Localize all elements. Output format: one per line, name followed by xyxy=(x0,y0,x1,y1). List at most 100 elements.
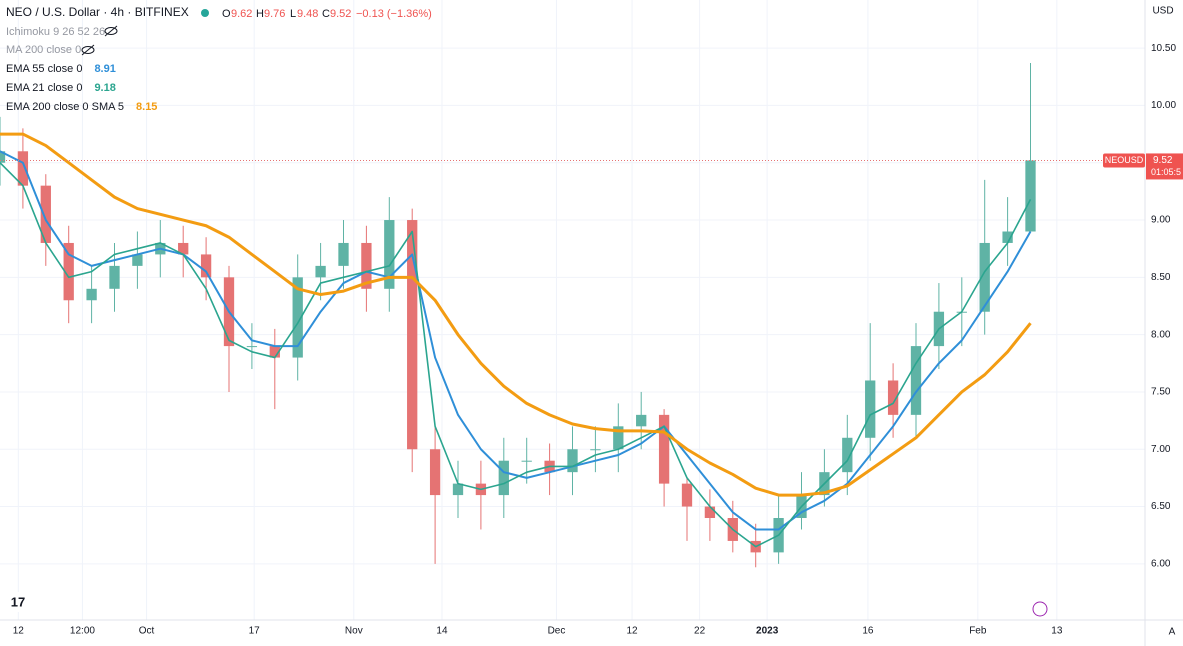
ema-line xyxy=(0,150,1032,531)
y-tick-label: 7.00 xyxy=(1151,444,1171,455)
ohlc-key: O xyxy=(222,8,231,20)
candle-body xyxy=(590,449,601,451)
indicator-name: EMA 200 close 0 SMA 5 xyxy=(6,101,124,113)
symbol-title: NEO / U.S. Dollar · 4h · BITFINEX xyxy=(6,5,189,19)
symbol-tag-label: NEOUSD xyxy=(1105,155,1144,165)
candle-body xyxy=(40,185,51,243)
candle-body xyxy=(658,414,670,484)
x-tick-label: Nov xyxy=(345,626,363,637)
indicator-name: MA 200 close 0 xyxy=(6,44,81,56)
candle-body xyxy=(498,460,509,496)
logo-bg xyxy=(6,592,30,612)
eye-icon xyxy=(81,46,95,54)
candle-body xyxy=(979,242,990,312)
ohlc-value: 9.48 xyxy=(297,8,318,20)
ohlc-value: 9.52 xyxy=(330,8,351,20)
candle-body xyxy=(910,346,922,415)
candle-body xyxy=(292,277,303,358)
price-tag-label: 9.52 xyxy=(1153,155,1173,166)
price-tag xyxy=(1146,153,1183,180)
candle-body xyxy=(1002,231,1013,243)
y-tick-label: 7.50 xyxy=(1151,387,1171,398)
candle-body xyxy=(361,242,372,289)
logo: 17 xyxy=(11,594,25,609)
candle-body xyxy=(0,151,6,163)
indicator-value: 8.15 xyxy=(136,101,157,113)
symbol-tag xyxy=(1103,153,1145,168)
x-tick-label: 17 xyxy=(249,626,261,637)
eye-slash xyxy=(104,25,118,37)
candle-body xyxy=(521,460,532,462)
candle-body xyxy=(704,506,716,519)
y-tick-label: 6.00 xyxy=(1151,558,1171,569)
candle-body xyxy=(384,220,395,289)
candle-body xyxy=(636,414,647,427)
candle-body xyxy=(407,220,418,450)
currency-label: USD xyxy=(1152,6,1173,17)
candle-body xyxy=(865,380,876,438)
legend: NEO / U.S. Dollar · 4h · BITFINEX O 9.62… xyxy=(6,5,432,113)
y-tick-label: 10.50 xyxy=(1151,43,1176,54)
y-tick-label: 6.50 xyxy=(1151,501,1171,512)
ohlc-value: 9.62 xyxy=(231,8,252,20)
candle-body xyxy=(681,483,693,507)
indicator-value: 9.18 xyxy=(94,82,115,94)
indicator-name: EMA 21 close 0 xyxy=(6,82,82,94)
candle-body xyxy=(17,151,29,186)
candle-body xyxy=(109,265,120,289)
indicator-name: EMA 55 close 0 xyxy=(6,63,82,75)
candle-body xyxy=(132,254,143,266)
candle-body xyxy=(63,242,74,301)
candle-body xyxy=(429,449,441,496)
indicator-value: 8.91 xyxy=(94,63,115,75)
candle-body xyxy=(567,449,578,473)
candle-body xyxy=(452,483,464,496)
candle-body xyxy=(842,437,853,473)
indicator-name: Ichimoku 9 26 52 26 xyxy=(6,26,105,38)
x-tick-label: 22 xyxy=(694,626,706,637)
eye-icon xyxy=(104,27,118,35)
candle-body xyxy=(613,426,624,450)
candle-body xyxy=(1025,160,1036,232)
x-tick-label: 14 xyxy=(436,626,448,637)
y-tick-label: 8.00 xyxy=(1151,329,1171,340)
hidden-icon[interactable] xyxy=(81,44,95,56)
candle-body xyxy=(86,288,97,301)
x-tick-label: 2023 xyxy=(756,626,779,637)
countdown-label: 01:05:5 xyxy=(1151,167,1181,177)
candle-body xyxy=(887,380,899,415)
x-tick-label: 16 xyxy=(862,626,874,637)
ohlc-key: C xyxy=(322,8,330,20)
ohlc-value: 9.76 xyxy=(264,8,285,20)
eye-slash xyxy=(81,44,95,56)
x-tick-label: 12:00 xyxy=(70,626,95,637)
candle-body xyxy=(200,254,212,278)
ohlc-key: H xyxy=(256,8,264,20)
y-tick-label: 9.00 xyxy=(1151,215,1171,226)
ema-line xyxy=(0,162,1032,548)
hidden-icon[interactable] xyxy=(104,25,118,37)
grid xyxy=(0,0,1145,620)
candle-body xyxy=(315,265,326,278)
candle-body xyxy=(269,346,280,358)
auto-scale[interactable]: A xyxy=(1169,627,1176,638)
x-tick-label: Feb xyxy=(969,626,987,637)
tv-logo: 17 xyxy=(6,592,30,612)
x-tick-label: 12 xyxy=(626,626,638,637)
ohlc-change: −0.13 (−1.36%) xyxy=(356,8,432,20)
candle-body xyxy=(178,242,189,255)
ema-line xyxy=(0,132,1032,497)
plot-area xyxy=(0,63,1145,568)
x-tick-label: 12 xyxy=(13,626,25,637)
candle-body xyxy=(246,346,258,348)
market-status xyxy=(201,9,209,17)
x-tick-label: 13 xyxy=(1051,626,1063,637)
ohlc-key: L xyxy=(290,8,296,20)
events-icon[interactable] xyxy=(1032,601,1048,617)
y-tick-label: 10.00 xyxy=(1151,100,1176,111)
y-tick-label: 8.50 xyxy=(1151,272,1171,283)
candle-body xyxy=(338,242,349,266)
x-tick-label: Oct xyxy=(139,626,155,637)
